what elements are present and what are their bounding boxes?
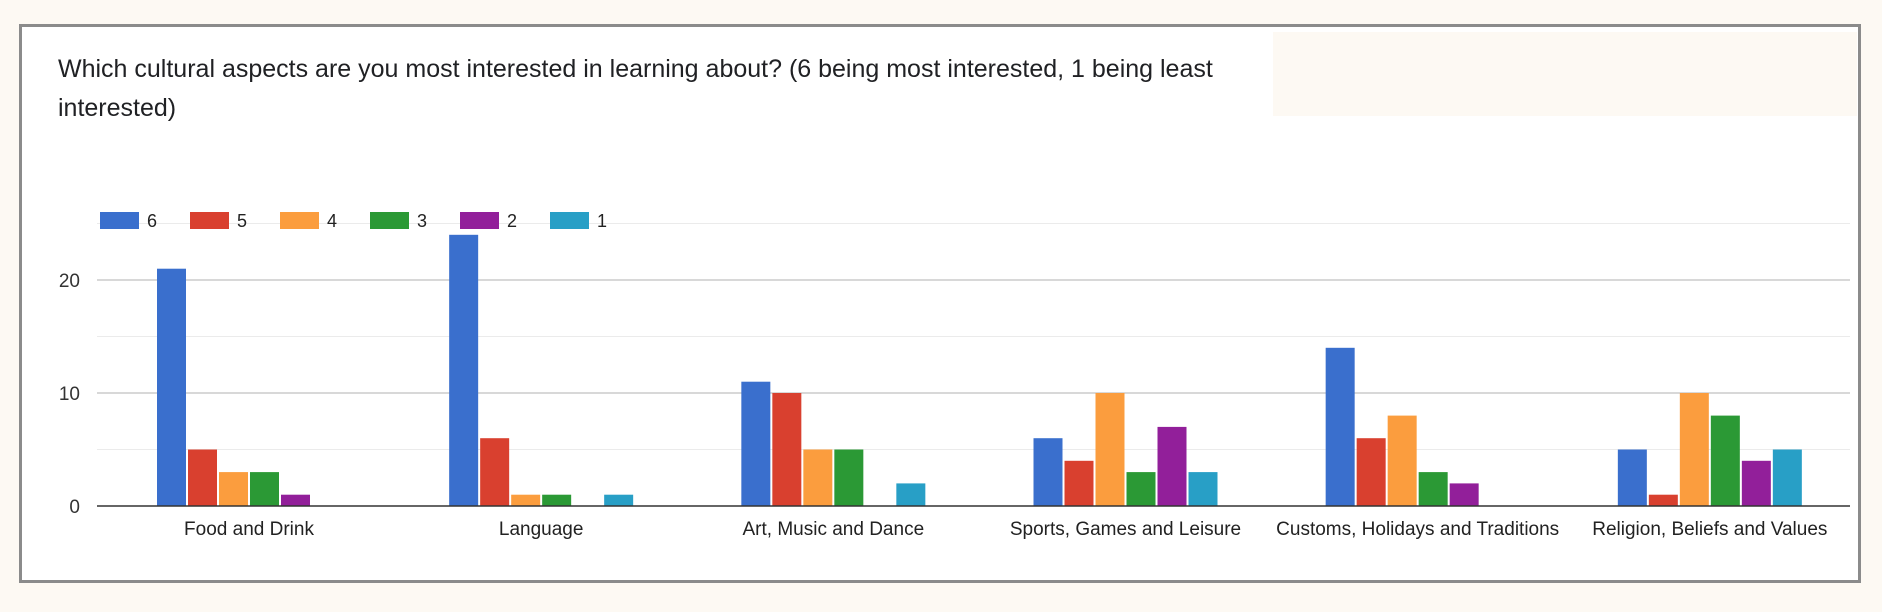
bar (1648, 494, 1678, 506)
bar (542, 494, 572, 506)
bar (449, 234, 479, 507)
legend-label: 6 (147, 211, 157, 231)
legend-swatch (550, 212, 589, 229)
bar (1126, 472, 1156, 506)
legend-label: 2 (507, 211, 517, 231)
bar (1387, 415, 1417, 506)
bar (219, 472, 248, 506)
legend-label: 3 (417, 211, 427, 231)
bar (1679, 393, 1709, 506)
y-tick-label: 0 (69, 497, 80, 518)
bar (1188, 472, 1218, 506)
y-tick-label: 20 (59, 271, 80, 292)
legend-swatch (370, 212, 409, 229)
y-tick-label: 10 (59, 384, 80, 405)
bar (250, 472, 279, 506)
bar (1741, 460, 1771, 506)
x-category-label: Customs, Holidays and Traditions (1276, 519, 1559, 540)
bar (1157, 426, 1187, 506)
bar (604, 494, 634, 506)
bar (157, 268, 186, 506)
bar (1710, 415, 1740, 506)
bar (896, 483, 926, 506)
bar (281, 494, 310, 506)
legend-label: 5 (237, 211, 247, 231)
bar (511, 494, 541, 506)
bar (1033, 438, 1063, 506)
bar (1095, 393, 1125, 506)
bar (1356, 438, 1386, 506)
bar (741, 381, 771, 506)
legend-swatch (100, 212, 139, 229)
legend-swatch (190, 212, 229, 229)
corner-background (1273, 32, 1857, 116)
x-category-label: Sports, Games and Leisure (1010, 519, 1241, 540)
x-category-label: Art, Music and Dance (743, 519, 925, 540)
legend-label: 1 (597, 211, 607, 231)
bar (1064, 460, 1094, 506)
bar (772, 393, 802, 506)
bar (188, 449, 217, 506)
bar (803, 449, 833, 506)
bar (1617, 449, 1647, 506)
legend-swatch (280, 212, 319, 229)
x-category-label: Religion, Beliefs and Values (1592, 519, 1827, 540)
bar (834, 449, 864, 506)
x-category-label: Food and Drink (184, 519, 314, 540)
bar (1772, 449, 1802, 506)
bar (480, 438, 510, 506)
legend-swatch (460, 212, 499, 229)
chart-card (19, 24, 1861, 583)
bar (1325, 347, 1355, 506)
bar (1418, 472, 1448, 506)
x-category-label: Language (499, 519, 584, 540)
legend-label: 4 (327, 211, 337, 231)
chart-title: Which cultural aspects are you most inte… (58, 55, 1213, 122)
bar (1449, 483, 1479, 506)
